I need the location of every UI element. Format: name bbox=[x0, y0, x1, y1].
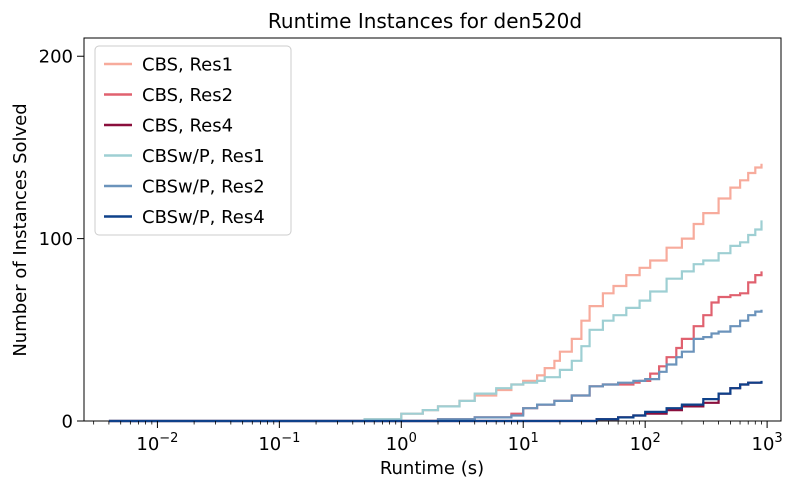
legend-label: CBSw/P, Res2 bbox=[142, 177, 265, 198]
x-tick-label: 100 bbox=[386, 431, 417, 455]
y-tick-label: 200 bbox=[39, 47, 73, 68]
x-tick-label: 10−1 bbox=[258, 431, 300, 455]
x-tick-label: 103 bbox=[752, 431, 783, 455]
y-axis: 0 100 200 bbox=[39, 47, 84, 433]
legend-label: CBS, Res2 bbox=[142, 85, 233, 106]
x-axis: 10−2 10−1 100 101 102 103 bbox=[93, 421, 783, 455]
chart-title: Runtime Instances for den520d bbox=[268, 9, 582, 33]
series-layer bbox=[108, 163, 763, 423]
legend-label: CBS, Res1 bbox=[142, 55, 233, 76]
legend: CBS, Res1 CBS, Res2 CBS, Res4 CBSw/P, Res1 C… bbox=[94, 45, 292, 236]
legend-label: CBSw/P, Res1 bbox=[142, 146, 265, 167]
x-tick-label: 102 bbox=[630, 431, 661, 455]
series-line-5 bbox=[108, 309, 763, 423]
series-line-6 bbox=[108, 380, 763, 423]
x-axis-label: Runtime (s) bbox=[380, 458, 484, 479]
y-tick-label: 0 bbox=[62, 412, 73, 433]
legend-label: CBS, Res4 bbox=[142, 116, 233, 137]
y-axis-label: Number of Instances Solved bbox=[10, 103, 31, 356]
series-line-4 bbox=[108, 220, 763, 423]
x-tick-label: 10−2 bbox=[136, 431, 178, 455]
y-tick-label: 100 bbox=[39, 229, 73, 250]
legend-label: CBSw/P, Res4 bbox=[142, 207, 265, 228]
x-tick-label: 101 bbox=[508, 431, 539, 455]
legend-box bbox=[94, 45, 292, 236]
